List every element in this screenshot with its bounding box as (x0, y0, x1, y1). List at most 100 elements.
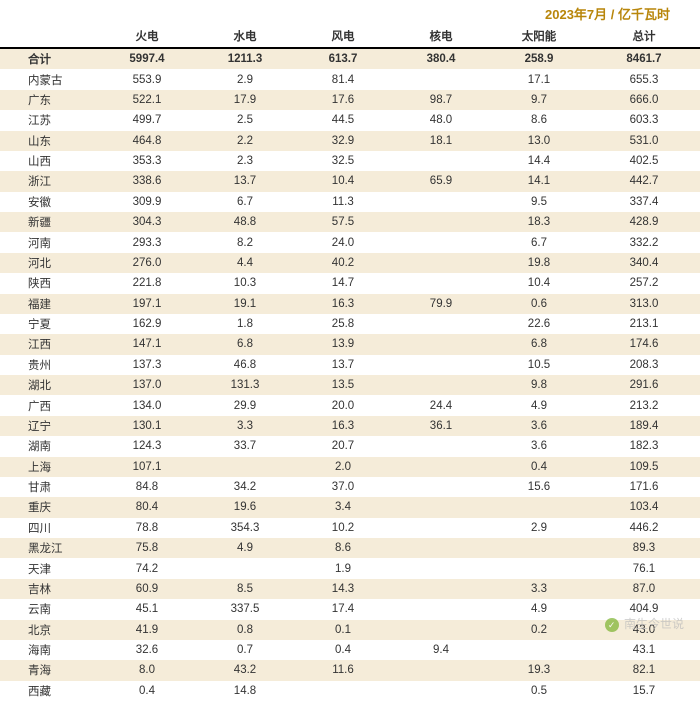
table-row: 山东464.82.232.918.113.0531.0 (0, 131, 700, 151)
table-row: 甘肃84.834.237.015.6171.6 (0, 477, 700, 497)
value-cell (392, 212, 490, 232)
value-cell (392, 457, 490, 477)
header-col: 总计 (588, 25, 700, 48)
table-row: 陕西221.810.314.710.4257.2 (0, 273, 700, 293)
header-col: 火电 (98, 25, 196, 48)
value-cell: 14.3 (294, 579, 392, 599)
value-cell: 9.7 (490, 90, 588, 110)
value-cell (392, 477, 490, 497)
province-cell: 重庆 (0, 497, 98, 517)
value-cell: 36.1 (392, 416, 490, 436)
value-cell: 0.8 (196, 620, 294, 640)
value-cell: 33.7 (196, 436, 294, 456)
value-cell: 81.4 (294, 69, 392, 89)
value-cell: 137.3 (98, 355, 196, 375)
value-cell (392, 334, 490, 354)
value-cell: 8.6 (490, 110, 588, 130)
value-cell (392, 620, 490, 640)
value-cell: 13.9 (294, 334, 392, 354)
value-cell: 10.3 (196, 273, 294, 293)
value-cell: 8.2 (196, 232, 294, 252)
value-cell: 24.4 (392, 395, 490, 415)
province-cell: 河北 (0, 253, 98, 273)
table-header-row: 火电水电风电核电太阳能总计 (0, 25, 700, 48)
total-row: 合计5997.41211.3613.7380.4258.98461.7 (0, 48, 700, 69)
value-cell: 44.5 (294, 110, 392, 130)
province-cell: 宁夏 (0, 314, 98, 334)
value-cell: 1.8 (196, 314, 294, 334)
header-col: 水电 (196, 25, 294, 48)
table-row: 天津74.21.976.1 (0, 558, 700, 578)
value-cell: 89.3 (588, 538, 700, 558)
value-cell: 8461.7 (588, 48, 700, 69)
table-row: 青海8.043.211.619.382.1 (0, 660, 700, 680)
value-cell: 8.6 (294, 538, 392, 558)
province-cell: 湖北 (0, 375, 98, 395)
value-cell: 2.9 (490, 518, 588, 538)
value-cell (490, 538, 588, 558)
value-cell (392, 497, 490, 517)
value-cell (490, 640, 588, 660)
table-row: 湖南124.333.720.73.6182.3 (0, 436, 700, 456)
value-cell: 9.5 (490, 192, 588, 212)
value-cell: 3.6 (490, 436, 588, 456)
value-cell (392, 660, 490, 680)
value-cell: 134.0 (98, 395, 196, 415)
table-row: 云南45.1337.517.44.9404.9 (0, 599, 700, 619)
value-cell: 5997.4 (98, 48, 196, 69)
value-cell (392, 253, 490, 273)
value-cell: 19.8 (490, 253, 588, 273)
value-cell: 13.7 (294, 355, 392, 375)
value-cell: 18.3 (490, 212, 588, 232)
value-cell (392, 192, 490, 212)
value-cell: 655.3 (588, 69, 700, 89)
value-cell: 15.6 (490, 477, 588, 497)
value-cell (392, 69, 490, 89)
value-cell: 17.6 (294, 90, 392, 110)
province-cell: 贵州 (0, 355, 98, 375)
table-row: 西藏0.414.80.515.7 (0, 681, 700, 701)
value-cell: 6.8 (490, 334, 588, 354)
value-cell (392, 558, 490, 578)
province-cell: 吉林 (0, 579, 98, 599)
value-cell: 19.1 (196, 294, 294, 314)
value-cell: 304.3 (98, 212, 196, 232)
value-cell: 43.2 (196, 660, 294, 680)
value-cell: 174.6 (588, 334, 700, 354)
value-cell: 80.4 (98, 497, 196, 517)
value-cell: 74.2 (98, 558, 196, 578)
value-cell: 10.4 (490, 273, 588, 293)
value-cell: 4.9 (196, 538, 294, 558)
table-row: 贵州137.346.813.710.5208.3 (0, 355, 700, 375)
value-cell: 41.9 (98, 620, 196, 640)
table-row: 山西353.32.332.514.4402.5 (0, 151, 700, 171)
province-cell: 陕西 (0, 273, 98, 293)
value-cell: 19.6 (196, 497, 294, 517)
value-cell: 0.7 (196, 640, 294, 660)
value-cell: 60.9 (98, 579, 196, 599)
watermark: ✓ 南生今世说 (605, 615, 684, 632)
province-cell: 山东 (0, 131, 98, 151)
value-cell: 11.3 (294, 192, 392, 212)
value-cell: 0.4 (490, 457, 588, 477)
value-cell: 613.7 (294, 48, 392, 69)
value-cell: 137.0 (98, 375, 196, 395)
value-cell: 221.8 (98, 273, 196, 293)
table-row: 海南32.60.70.49.443.1 (0, 640, 700, 660)
table-row: 福建197.119.116.379.90.6313.0 (0, 294, 700, 314)
value-cell: 2.0 (294, 457, 392, 477)
value-cell: 3.4 (294, 497, 392, 517)
value-cell: 380.4 (392, 48, 490, 69)
value-cell: 0.6 (490, 294, 588, 314)
value-cell: 313.0 (588, 294, 700, 314)
province-cell: 云南 (0, 599, 98, 619)
value-cell: 337.4 (588, 192, 700, 212)
value-cell (294, 681, 392, 701)
header-col: 风电 (294, 25, 392, 48)
value-cell: 20.0 (294, 395, 392, 415)
value-cell: 8.5 (196, 579, 294, 599)
table-row: 内蒙古553.92.981.417.1655.3 (0, 69, 700, 89)
value-cell: 666.0 (588, 90, 700, 110)
value-cell: 10.2 (294, 518, 392, 538)
value-cell: 32.5 (294, 151, 392, 171)
